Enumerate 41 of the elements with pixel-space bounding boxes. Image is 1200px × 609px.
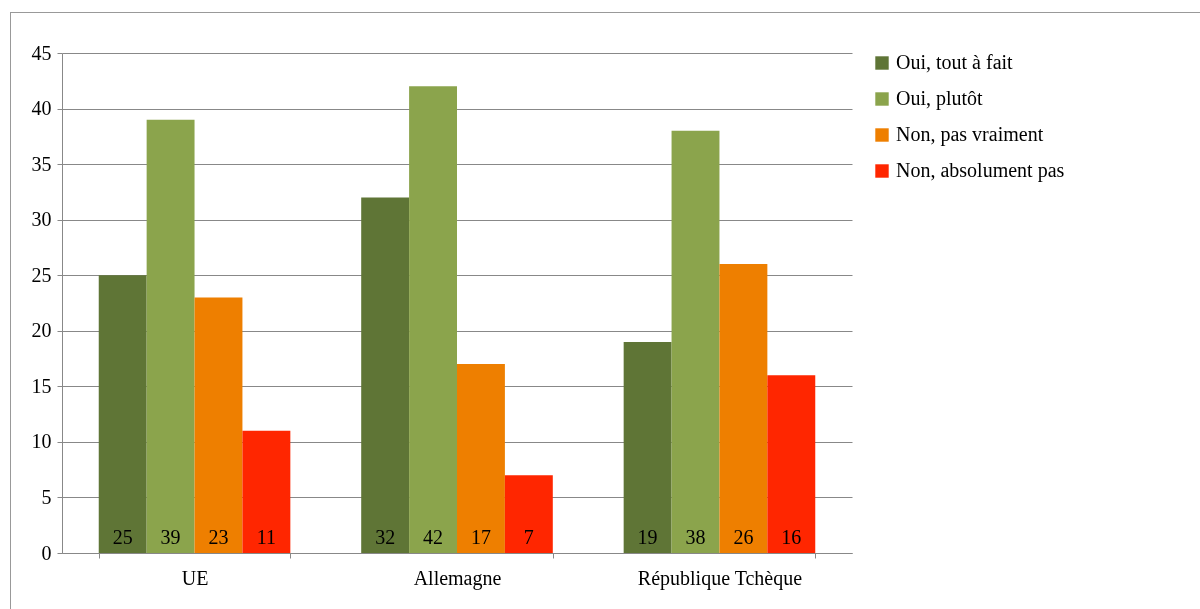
y-tick-label: 35 (31, 152, 52, 175)
data-label: 19 (637, 526, 658, 548)
bar (623, 341, 672, 553)
bar (98, 275, 147, 553)
bar (361, 197, 410, 553)
y-tick-label: 40 (31, 97, 52, 120)
legend-label: Non, pas vraiment (896, 123, 1044, 146)
bar (457, 364, 505, 553)
x-tick-label: République Tchèque (637, 566, 803, 590)
bar (719, 264, 768, 553)
data-label: 39 (160, 526, 181, 548)
data-label: 25 (112, 526, 133, 548)
y-tick-label: 10 (31, 430, 52, 453)
data-label: 16 (781, 526, 802, 548)
legend-label: Oui, plutôt (896, 87, 984, 110)
bar (242, 430, 291, 553)
x-tick-label: Allemagne (413, 566, 502, 590)
y-tick-label: 15 (31, 374, 52, 397)
legend-label: Oui, tout à fait (896, 51, 1014, 73)
bar (409, 86, 457, 553)
y-tick-label: 20 (31, 319, 52, 342)
x-tick-label: UE (181, 566, 209, 589)
y-tick-label: 5 (41, 485, 52, 508)
y-tick-label: 0 (41, 541, 52, 564)
y-tick-label: 30 (31, 208, 52, 231)
data-label: 17 (470, 526, 491, 548)
y-tick-label: 45 (31, 41, 52, 64)
y-tick-label: 25 (31, 263, 52, 286)
data-label: 32 (375, 526, 396, 548)
data-label: 38 (685, 526, 706, 548)
data-label: 7 (523, 526, 534, 548)
data-label: 42 (423, 526, 444, 548)
bar (194, 297, 243, 553)
data-label: 23 (208, 526, 229, 548)
bar (146, 119, 195, 553)
legend-label: Non, absolument pas (896, 159, 1065, 182)
bar (504, 475, 553, 553)
bar (671, 130, 720, 553)
bar (767, 375, 816, 553)
data-label: 11 (256, 526, 277, 548)
data-label: 26 (733, 526, 754, 548)
